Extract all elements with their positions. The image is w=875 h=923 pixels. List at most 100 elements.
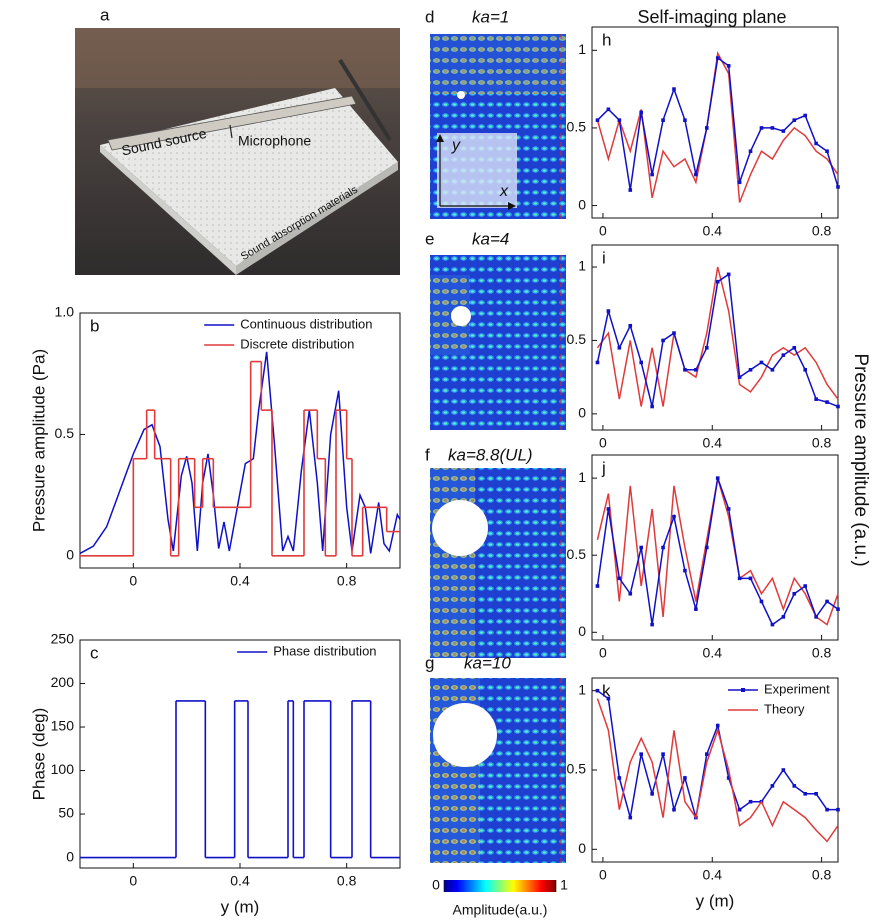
data-point <box>770 784 775 788</box>
data-point <box>628 591 633 596</box>
data-point <box>792 784 797 788</box>
map-label: ka=8.8(UL) <box>448 445 533 464</box>
data-point <box>836 185 840 189</box>
data-point <box>781 768 786 772</box>
data-point <box>803 113 807 118</box>
data-point <box>606 507 611 511</box>
panel-letter: b <box>90 316 99 335</box>
arm <box>338 58 392 142</box>
data-point <box>726 776 731 780</box>
legend-marker <box>741 688 745 692</box>
data-point <box>748 368 753 372</box>
photo: a Sound source Microphone Sound absorpti… <box>75 5 400 275</box>
data-point <box>639 360 643 365</box>
x-tick-label: 0.8 <box>812 645 832 661</box>
data-point <box>705 545 709 550</box>
x-tick-label: 0.4 <box>230 573 250 589</box>
data-point <box>595 360 600 365</box>
data-point <box>650 404 654 409</box>
y-tick-label: 0 <box>578 840 586 856</box>
panel-letter: j <box>601 458 606 477</box>
data-point <box>694 172 698 177</box>
data-point <box>781 615 786 619</box>
data-point <box>759 360 764 365</box>
scatterer <box>451 306 471 326</box>
x-tick-label: 0.8 <box>812 867 832 883</box>
data-line <box>596 51 839 203</box>
y-tick-label: 0 <box>578 196 586 212</box>
inset-label: y <box>451 137 461 154</box>
x-tick-label: 0.4 <box>703 645 723 661</box>
data-point <box>836 807 840 812</box>
column-title: Self-imaging plane <box>637 7 786 27</box>
y-tick-label: 100 <box>51 761 75 777</box>
y-axis-label: Phase (deg) <box>29 708 48 801</box>
data-point <box>705 752 709 756</box>
y-tick-label: 1 <box>578 258 586 274</box>
data-point <box>715 279 720 284</box>
x-tick-label: 0.8 <box>812 223 832 239</box>
field-hot <box>430 34 566 94</box>
data-point <box>661 118 665 122</box>
y-tick-label: 150 <box>51 718 75 734</box>
data-point <box>639 752 643 756</box>
data-point <box>606 107 611 112</box>
plot-area <box>595 688 840 843</box>
data-point <box>628 188 633 192</box>
x-tick-label: 0.8 <box>812 435 832 451</box>
data-point <box>672 87 676 91</box>
data-point <box>825 400 829 404</box>
data-point <box>770 622 775 627</box>
data-point <box>595 688 600 693</box>
data-point <box>694 368 698 372</box>
data-line <box>79 351 401 555</box>
arrow-head <box>436 134 444 142</box>
photo-label: Microphone <box>238 133 311 149</box>
x-axis-label: y (m) <box>696 891 735 910</box>
data-point <box>748 799 753 804</box>
map-label: ka=10 <box>464 653 511 672</box>
scatterer <box>457 91 465 99</box>
x-tick-label: 0 <box>599 435 607 451</box>
data-point <box>737 807 742 812</box>
data-point <box>836 607 840 611</box>
data-point <box>814 141 818 146</box>
data-point <box>715 723 720 728</box>
data-point <box>715 476 720 480</box>
data-point <box>617 345 622 350</box>
x-tick-label: 0.4 <box>703 435 723 451</box>
data-point <box>650 622 654 627</box>
y-tick-label: 1 <box>578 469 586 485</box>
data-point <box>661 338 665 343</box>
colorbar-label: Amplitude(a.u.) <box>453 902 548 918</box>
data-line <box>596 477 839 626</box>
y-tick-label: 0 <box>66 848 74 864</box>
x-tick-label: 0.4 <box>703 867 723 883</box>
plot-frame <box>591 454 839 641</box>
data-point <box>814 397 818 401</box>
colorbar <box>444 880 556 892</box>
data-point <box>748 576 753 581</box>
map-label: ka=1 <box>472 7 509 26</box>
data-line <box>596 266 839 407</box>
data-point <box>726 272 731 277</box>
y-tick-label: 0.5 <box>567 546 587 562</box>
panel-letter: f <box>425 445 430 464</box>
x-tick-label: 0 <box>599 645 607 661</box>
microphone-pointer <box>229 124 233 139</box>
inset <box>437 133 517 208</box>
plot-frame <box>591 244 839 431</box>
photo-wall <box>75 28 400 88</box>
y-tick-label: 1 <box>578 41 586 57</box>
data-point <box>595 118 600 122</box>
data-point <box>617 118 622 122</box>
legend-label: Theory <box>764 701 805 716</box>
y-tick-label: 250 <box>51 631 75 647</box>
data-point <box>759 599 764 604</box>
x-axis-label: y (m) <box>221 897 260 916</box>
map-label: ka=4 <box>472 229 509 248</box>
plot-frame <box>591 26 839 219</box>
x-tick-label: 0 <box>129 573 137 589</box>
y-tick-label: 1.0 <box>55 304 75 320</box>
